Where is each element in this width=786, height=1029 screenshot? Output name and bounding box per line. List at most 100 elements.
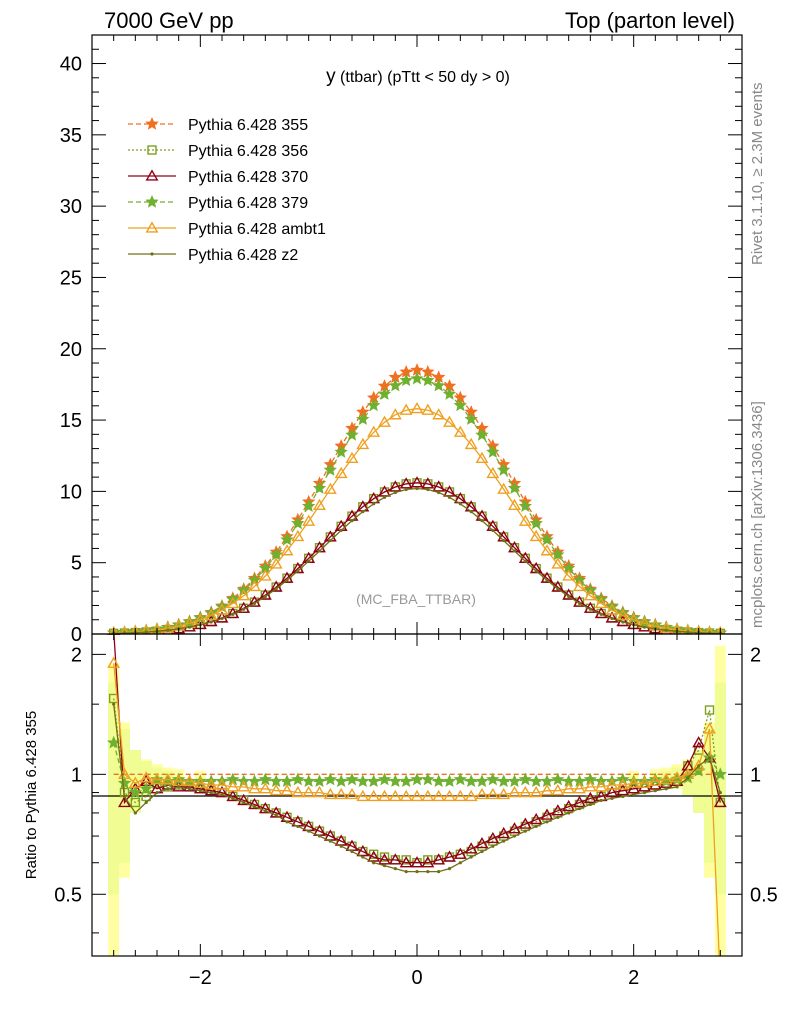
series-4-point [334, 466, 348, 479]
series-2-ratio-point [713, 795, 727, 808]
series-5-ratio-point [447, 866, 452, 871]
series-3-ratio-point [312, 774, 327, 788]
series-4-ratio-point [258, 782, 272, 794]
series-5-ratio-point [350, 849, 354, 854]
y-tick-label: 0 [71, 624, 82, 646]
series-4-ratio-point [345, 787, 359, 800]
series-3-point [475, 427, 489, 441]
series-4-point [410, 402, 424, 414]
series-5-ratio-point [480, 849, 484, 854]
series-1-ratio-point [379, 852, 390, 862]
series-3-ratio-point [497, 774, 511, 788]
series-5-point [263, 594, 267, 599]
series-5-ratio-point [697, 764, 701, 768]
series-4-point [453, 425, 467, 437]
series-5-ratio-point [242, 800, 246, 805]
series-3-point [312, 481, 327, 494]
series-5-ratio-point [523, 829, 527, 833]
series-4-ratio-point [248, 782, 261, 794]
series-4-point [659, 621, 673, 633]
series-4-point [497, 482, 511, 494]
series-2-ratio-point [583, 791, 597, 804]
legend-marker [150, 252, 154, 256]
series-5-ratio-point [155, 790, 159, 795]
series-4-ratio-point [670, 771, 684, 783]
series-5-point [144, 630, 148, 634]
series-4-point [508, 498, 521, 510]
series-5-ratio-point [122, 794, 127, 799]
series-2-point [399, 477, 413, 489]
series-5-point [122, 631, 127, 634]
series-3-ratio-point [432, 774, 446, 788]
series-4-ratio-point [334, 787, 348, 800]
series-3-ratio-point [291, 772, 305, 786]
series-5-point [274, 587, 278, 591]
series-5-ratio-point [220, 792, 224, 797]
series-4-ratio-point [659, 772, 673, 785]
upper-panel: 0 5 10 15 20 25 30 35 40 y (ttbar) (pTtt < 50 dy… [60, 34, 743, 646]
series-3-ratio-point [367, 774, 381, 788]
series-5-point [393, 490, 397, 495]
series-3-point [551, 547, 565, 561]
y-tick-label: 35 [60, 125, 82, 147]
series-4-point [616, 608, 630, 621]
series-4-point [529, 529, 543, 542]
series-3-point [540, 532, 554, 546]
series-2-ratio-point [269, 806, 283, 818]
series-4-ratio-point [139, 771, 153, 783]
series-4-ratio-point [475, 787, 489, 800]
series-3-point [377, 387, 392, 400]
series-3-ratio-point [117, 776, 132, 789]
series-5-ratio-point [577, 807, 582, 811]
series-2-ratio-point [551, 804, 565, 816]
series-5-ratio-point [198, 789, 202, 793]
series-5-ratio-point [317, 834, 322, 838]
series-4-ratio-point [226, 780, 240, 792]
legend-marker [145, 194, 159, 208]
series-2-ratio-point [605, 785, 619, 798]
series-4-ratio-point [583, 780, 597, 792]
series-4-ratio-point [269, 783, 283, 796]
ratio-y-tick-label-right: 0.5 [750, 884, 778, 906]
series-2-ratio-point [518, 817, 532, 829]
series-4-ratio-line [113, 663, 720, 956]
series-4-point [583, 589, 597, 601]
series-4-point [345, 451, 359, 463]
series-4-ratio-point [443, 789, 456, 802]
series-5-point [447, 495, 452, 499]
series-3-point [280, 532, 294, 546]
series-4-ratio-point [128, 776, 142, 788]
plot-title: y (ttbar) (pTtt < 50 dy > 0) [326, 66, 510, 87]
series-1-ratio-point [130, 797, 141, 808]
series-2-ratio-point [118, 795, 131, 808]
y-tick-label: 15 [60, 410, 82, 432]
series-4-point [715, 626, 725, 634]
series-5-ratio-point [632, 792, 636, 797]
watermark: (MC_FBA_TTBAR) [356, 591, 476, 607]
side-label-rivet: Rivet 3.1.10, ≥ 2.3M events [749, 83, 766, 266]
series-4-line [113, 408, 721, 634]
series-5-point [567, 594, 571, 599]
series-4-point [291, 529, 305, 542]
series-5-ratio-point [458, 861, 462, 865]
y-tick-label: 20 [60, 339, 82, 361]
legend-label: Pythia 6.428 ambt1 [188, 221, 326, 238]
series-5-ratio-point [339, 844, 343, 848]
series-3-ratio-point [388, 774, 402, 788]
series-5-ratio-point [296, 824, 300, 829]
series-5-point [437, 490, 441, 495]
series-4-ratio-point [302, 785, 316, 798]
series-5-point [166, 628, 170, 632]
legend: Pythia 6.428 355 Pythia 6.428 356 Pythia 6… [128, 116, 326, 264]
series-5-point [285, 578, 289, 582]
series-5-point [664, 628, 668, 632]
series-2-ratio-point [421, 856, 435, 868]
series-3-ratio-point [529, 774, 543, 788]
series-4-ratio-point [529, 785, 543, 798]
series-5-ratio-point [393, 866, 397, 871]
series-5-point [350, 519, 354, 523]
y-tick-label: 30 [60, 196, 82, 218]
series-5-ratio-point [361, 855, 365, 859]
series-4-ratio-point [594, 780, 608, 792]
series-2-ratio-point [464, 842, 478, 854]
